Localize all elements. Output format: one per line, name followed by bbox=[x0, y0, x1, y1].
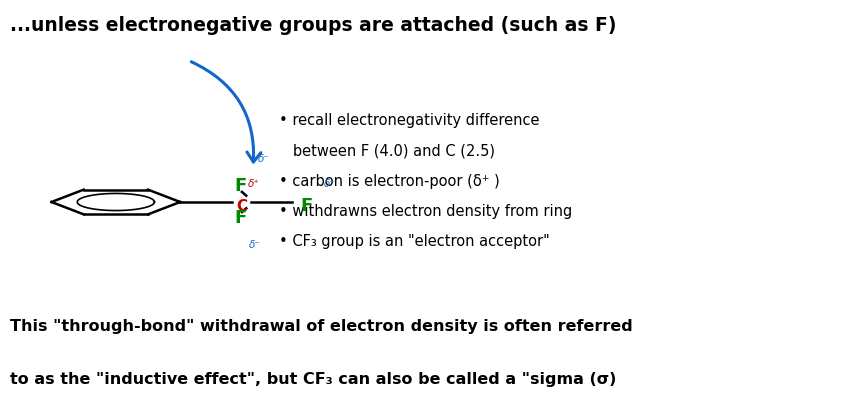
Text: δ⁻: δ⁻ bbox=[257, 154, 269, 164]
Text: • recall electronegativity difference: • recall electronegativity difference bbox=[279, 113, 540, 128]
Text: F: F bbox=[234, 209, 246, 227]
Text: C: C bbox=[236, 198, 247, 214]
Text: ...unless electronegative groups are attached (such as F): ...unless electronegative groups are att… bbox=[10, 16, 617, 35]
Text: • CF₃ group is an "electron acceptor": • CF₃ group is an "electron acceptor" bbox=[279, 234, 550, 249]
Text: δ⁻: δ⁻ bbox=[249, 240, 261, 250]
Text: F: F bbox=[300, 197, 312, 215]
Text: to as the "inductive effect", but CF₃ can also be called a "sigma (σ): to as the "inductive effect", but CF₃ ca… bbox=[10, 372, 617, 387]
Text: F: F bbox=[234, 177, 246, 195]
Text: • withdrawns electron density from ring: • withdrawns electron density from ring bbox=[279, 204, 572, 219]
Text: This "through-bond" withdrawal of electron density is often referred: This "through-bond" withdrawal of electr… bbox=[10, 319, 633, 334]
Text: δ⁻: δ⁻ bbox=[324, 179, 336, 189]
FancyArrowPatch shape bbox=[191, 62, 261, 162]
Text: δ⁺: δ⁺ bbox=[248, 179, 260, 189]
Text: between F (4.0) and C (2.5): between F (4.0) and C (2.5) bbox=[279, 143, 495, 158]
Text: • carbon is electron-poor (δ⁺ ): • carbon is electron-poor (δ⁺ ) bbox=[279, 174, 499, 189]
